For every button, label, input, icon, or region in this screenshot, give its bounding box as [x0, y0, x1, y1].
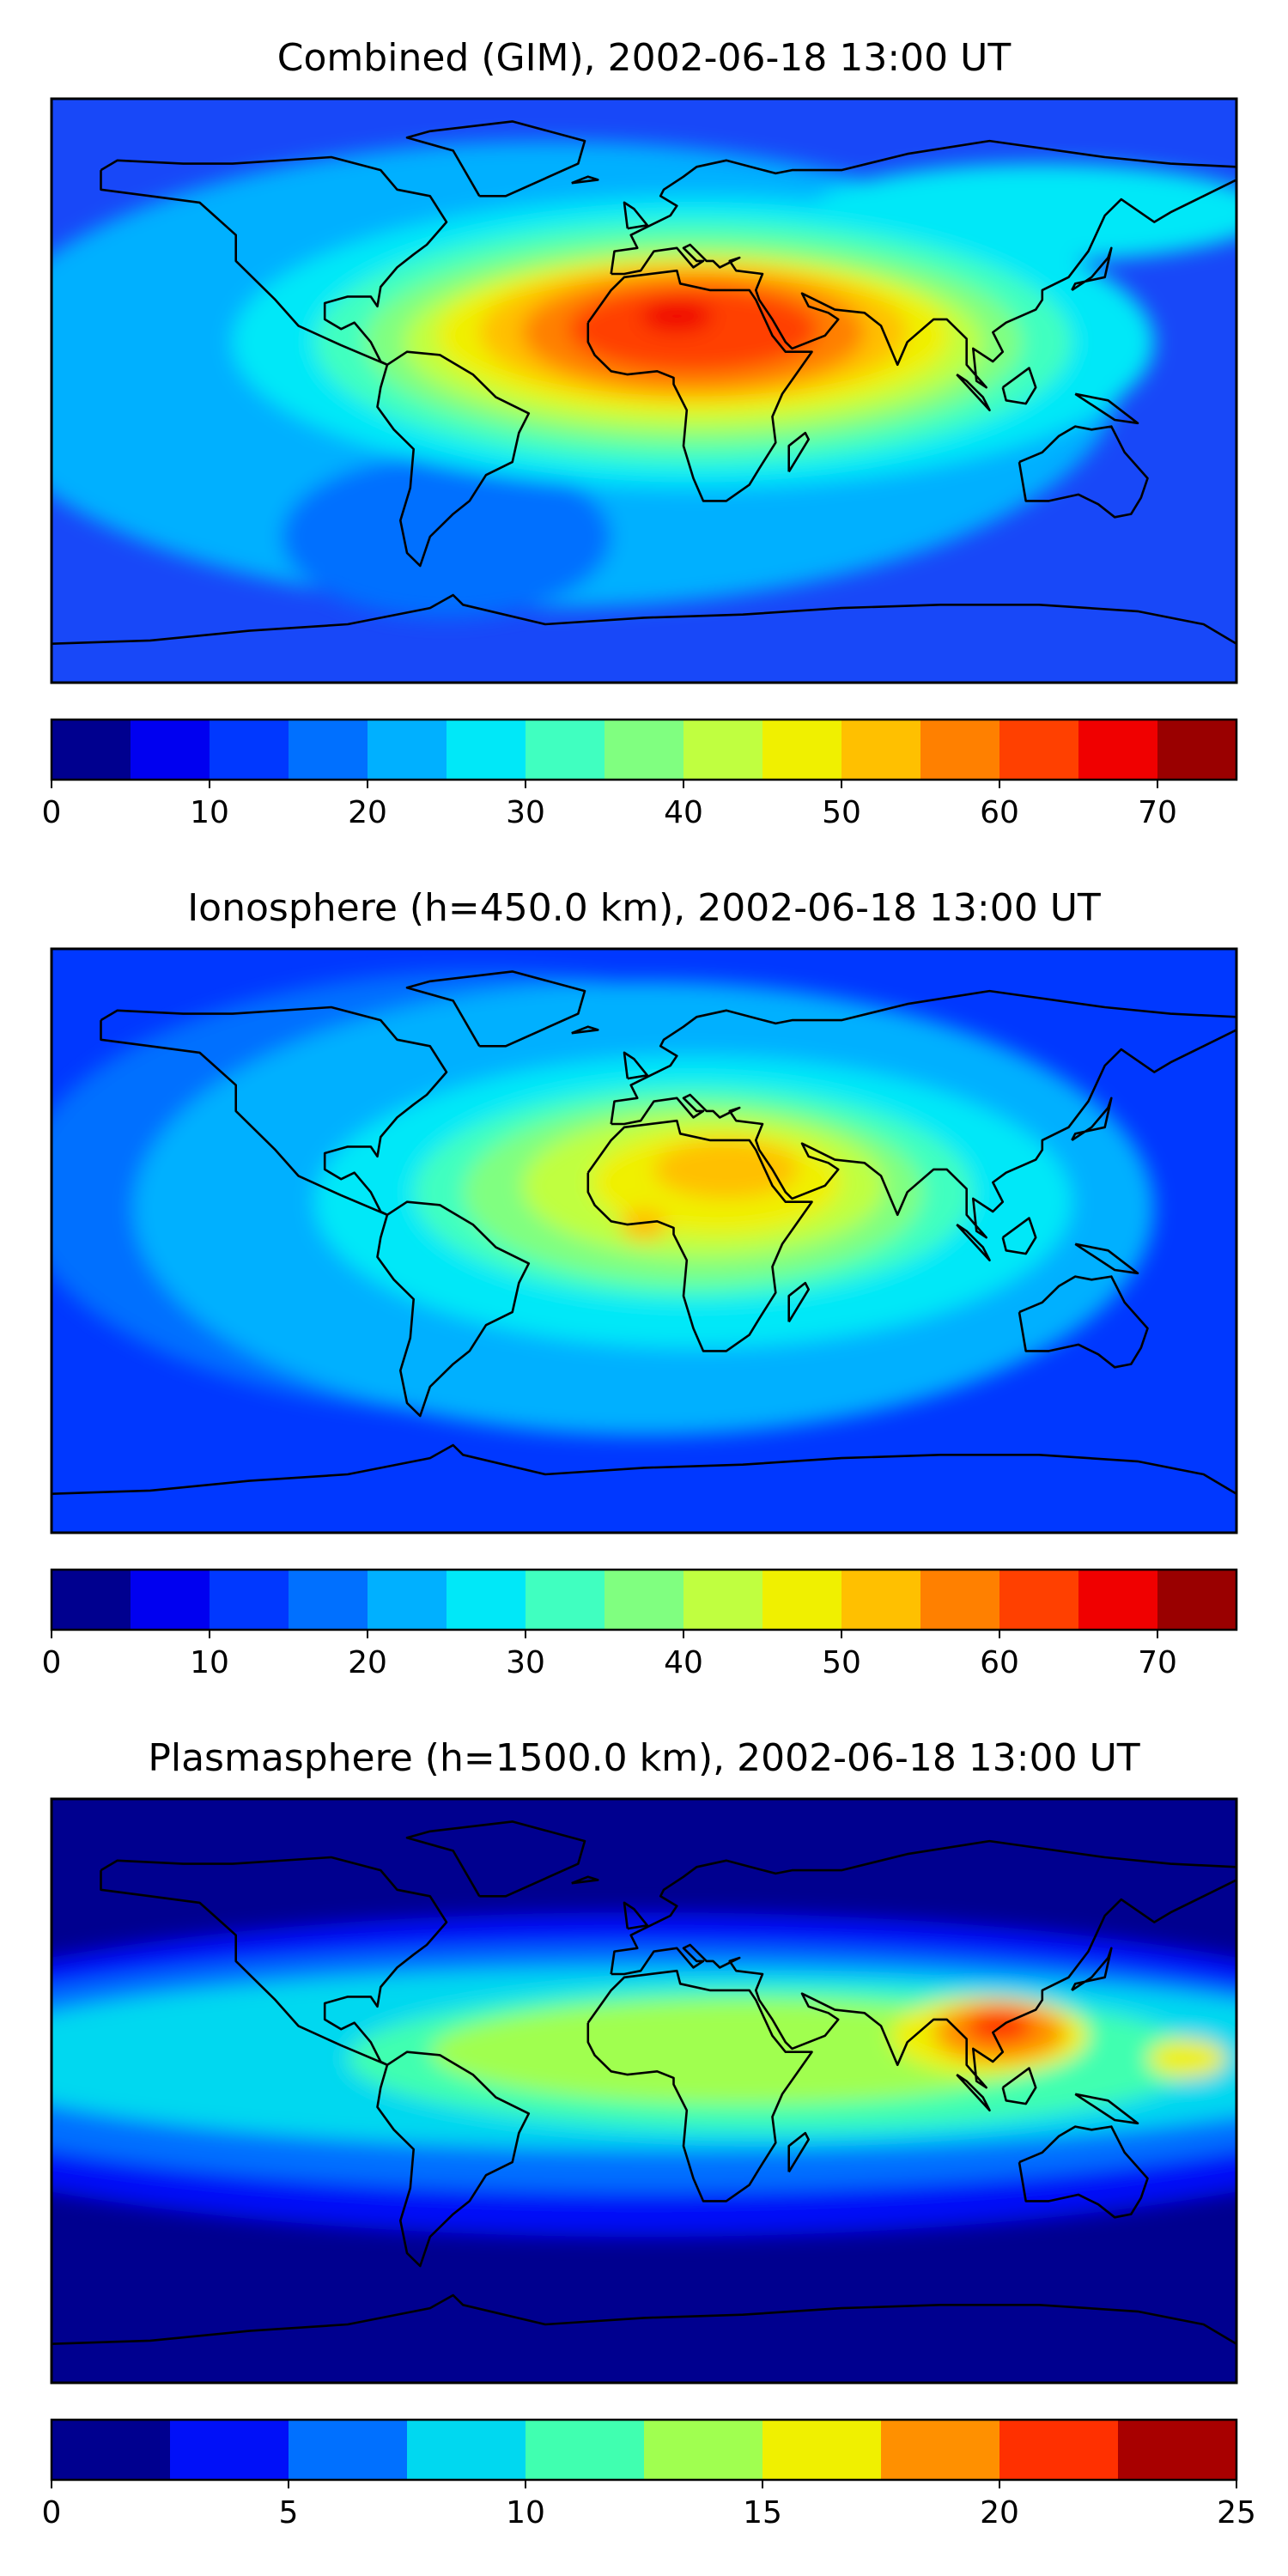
tec-contour-region: [641, 300, 713, 332]
colorbar-segment: [999, 1570, 1079, 1630]
colorbar-segment: [762, 2420, 882, 2480]
colorbar-segment: [1157, 720, 1237, 780]
colorbar-segment: [683, 1570, 763, 1630]
colorbar-segment: [447, 1570, 526, 1630]
colorbar-tick-label: 30: [506, 795, 545, 830]
colorbar: 0 5 10 15 20 25: [42, 2420, 1256, 2530]
colorbar: 0 10 20 30 40 50 60 70: [42, 1570, 1237, 1680]
figure: Combined (GIM), 2002-06-18 13:00 UT 0 10 2…: [0, 0, 1288, 2576]
colorbar-segment: [999, 720, 1079, 780]
colorbar-segment: [368, 1570, 447, 1630]
colorbar-segment: [289, 720, 368, 780]
tec-contour-region: [1148, 2039, 1227, 2078]
colorbar-segment: [841, 1570, 921, 1630]
colorbar-tick-label: 20: [980, 2495, 1019, 2530]
colorbar-segment: [52, 2420, 171, 2480]
colorbar-tick-label: 10: [190, 795, 229, 830]
colorbar-segment: [447, 720, 526, 780]
colorbar-segment: [644, 2420, 763, 2480]
colorbar-tick-label: 40: [664, 1645, 703, 1680]
colorbar-tick-label: 30: [506, 1645, 545, 1680]
tec-field: [19, 949, 1236, 1533]
panel-title: Plasmasphere (h=1500.0 km), 2002-06-18 1…: [148, 1736, 1139, 1780]
colorbar-segment: [920, 1570, 1000, 1630]
colorbar-tick-label: 5: [279, 2495, 299, 2530]
colorbar-segment: [210, 720, 289, 780]
colorbar-tick-label: 20: [348, 795, 387, 830]
colorbar-segment: [407, 2420, 526, 2480]
colorbar-segment: [1078, 720, 1158, 780]
colorbar-tick-label: 70: [1138, 795, 1177, 830]
colorbar-segment: [605, 1570, 684, 1630]
colorbar-segment: [1078, 1570, 1158, 1630]
tec-field: [0, 1799, 1288, 2383]
panel-title: Ionosphere (h=450.0 km), 2002-06-18 13:0…: [187, 886, 1101, 930]
colorbar-segment: [762, 720, 842, 780]
colorbar-segment: [841, 720, 921, 780]
colorbar-segment: [683, 720, 763, 780]
colorbar-tick-label: 0: [42, 1645, 62, 1680]
colorbar-segment: [999, 2420, 1119, 2480]
panel-title: Combined (GIM), 2002-06-18 13:00 UT: [277, 36, 1012, 80]
colorbar-tick-label: 25: [1217, 2495, 1256, 2530]
colorbar-tick-label: 10: [506, 2495, 545, 2530]
colorbar-tick-label: 60: [980, 1645, 1019, 1680]
colorbar-segment: [368, 720, 447, 780]
colorbar-tick-label: 60: [980, 795, 1019, 830]
colorbar-tick-label: 50: [822, 795, 861, 830]
colorbar-tick-label: 15: [743, 2495, 782, 2530]
colorbar-segment: [52, 720, 131, 780]
colorbar-segment: [1118, 2420, 1237, 2480]
colorbar-tick-label: 70: [1138, 1645, 1177, 1680]
colorbar: 0 10 20 30 40 50 60 70: [42, 720, 1237, 830]
colorbar-segment: [605, 720, 684, 780]
colorbar-tick-label: 10: [190, 1645, 229, 1680]
panel-ionosphere: Ionosphere (h=450.0 km), 2002-06-18 13:0…: [19, 886, 1237, 1680]
colorbar-segment: [170, 2420, 289, 2480]
colorbar-segment: [289, 2420, 408, 2480]
colorbar-segment: [289, 1570, 368, 1630]
colorbar-segment: [762, 1570, 842, 1630]
colorbar-tick-label: 50: [822, 1645, 861, 1680]
colorbar-segment: [526, 1570, 605, 1630]
colorbar-segment: [920, 720, 1000, 780]
colorbar-tick-label: 40: [664, 795, 703, 830]
colorbar-segment: [526, 2420, 645, 2480]
panel-combined: Combined (GIM), 2002-06-18 13:00 UT 0 10 2…: [0, 36, 1269, 830]
colorbar-segment: [52, 1570, 131, 1630]
colorbar-segment: [881, 2420, 1000, 2480]
colorbar-tick-label: 0: [42, 2495, 62, 2530]
colorbar-segment: [131, 1570, 210, 1630]
colorbar-segment: [131, 720, 210, 780]
colorbar-segment: [1157, 1570, 1237, 1630]
colorbar-segment: [526, 720, 605, 780]
colorbar-tick-label: 20: [348, 1645, 387, 1680]
colorbar-tick-label: 0: [42, 795, 62, 830]
tec-field: [0, 99, 1269, 683]
colorbar-segment: [210, 1570, 289, 1630]
panel-plasmasphere: Plasmasphere (h=1500.0 km), 2002-06-18 1…: [0, 1736, 1288, 2530]
